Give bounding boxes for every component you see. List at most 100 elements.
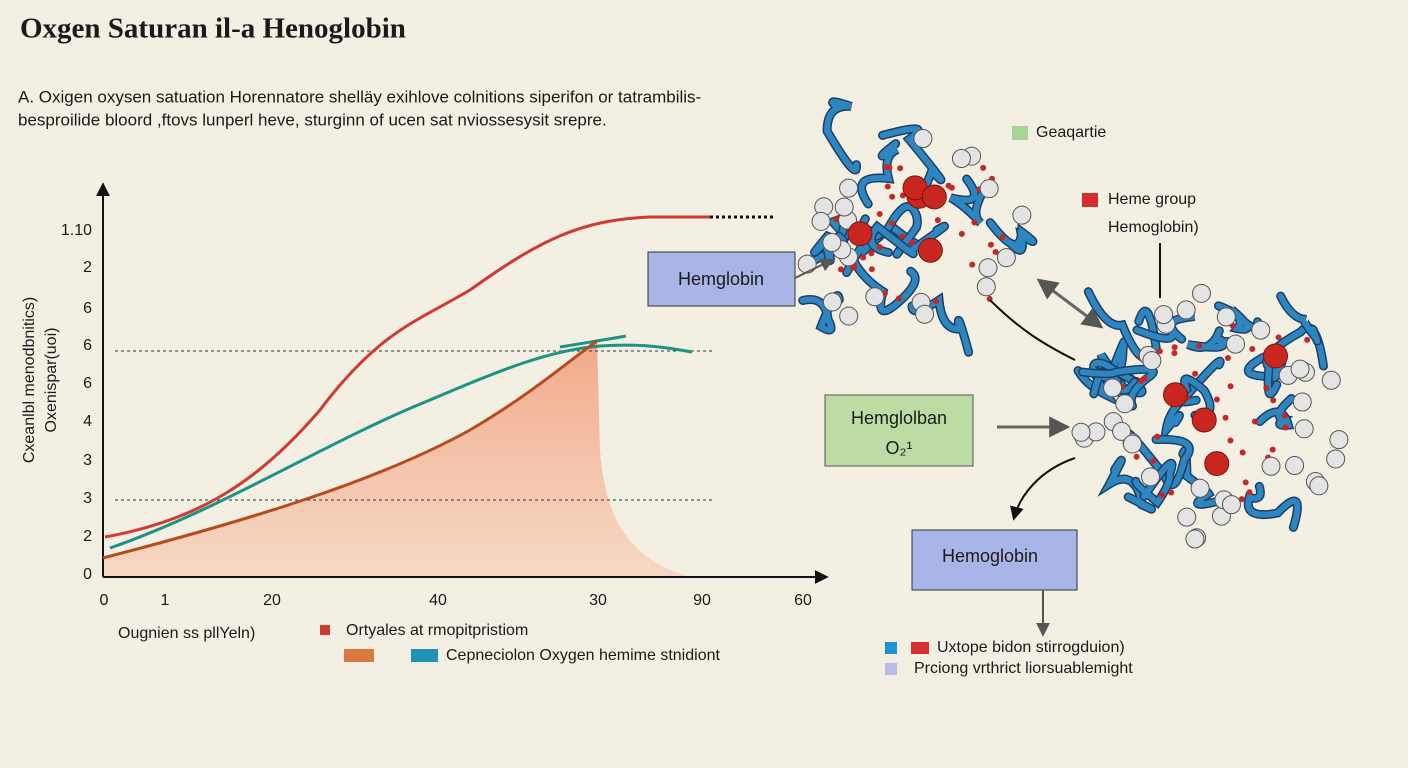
atom [797,254,817,274]
atom [811,211,831,231]
atom [1263,385,1270,392]
atom [1270,397,1277,404]
atom [1246,489,1253,496]
atom [1177,507,1197,527]
atom [980,164,987,171]
x-tick-label: 40 [429,592,447,609]
legend-swatch [344,649,374,662]
x-tick-label: 1 [161,592,170,609]
atom [1224,354,1231,361]
legend-swatch [411,649,438,662]
atom [1112,421,1132,441]
atom [876,211,883,218]
atom [1071,422,1091,442]
teal-curve [559,334,627,349]
atom [1221,495,1241,515]
atom [969,261,976,268]
atom [951,148,971,168]
atom [834,197,854,217]
protein-ribbon [850,258,919,314]
x-tick-label: 60 [794,592,812,609]
atom [839,178,859,198]
orange-curve [102,339,598,560]
atom [865,287,885,307]
atom [1142,351,1162,371]
protein-ribbon [1256,395,1295,429]
box-label: Hemglobin [678,269,764,289]
legend-swatch [1012,126,1028,140]
protein-ribbon [858,140,899,207]
atom [1239,449,1246,456]
atom [1150,457,1157,464]
atom [1238,496,1245,503]
atom [1285,455,1305,475]
legend-swatch [1082,193,1098,207]
atom [915,304,935,324]
atom [1171,350,1178,357]
atom [1012,205,1032,225]
description: besproilide bloord ,ftovs lunperl heve, … [18,110,607,129]
atom [822,233,842,253]
box-label: Hemoglobin [942,546,1038,566]
legend-label: Ortyales at rmopitpristiom [346,622,528,639]
atom [1122,434,1142,454]
protein-ribbon [1245,483,1301,531]
atom [1261,456,1281,476]
atom [996,248,1016,268]
x-tick-label: 90 [693,592,711,609]
atom [1290,359,1310,379]
y-tick-label: 6 [83,337,92,354]
legend-label: Cepneciolon Oxygen hemime stnidiont [446,647,720,664]
atom [1140,467,1160,487]
protein-ribbon [949,176,988,226]
atom [1321,370,1341,390]
atom [976,277,996,297]
atom [833,216,840,223]
atom [1133,453,1140,460]
atom [1196,342,1203,349]
legend-label: Hemoglobin) [1108,219,1199,236]
atom [837,266,844,273]
atom [1227,437,1234,444]
atom [1171,344,1178,351]
protein-ribbon [1186,327,1242,351]
atom [1275,334,1282,341]
atom [1190,478,1210,498]
y-tick-label: 2 [83,259,92,276]
protein-ribbon [1215,302,1261,333]
atom [1326,449,1346,469]
y-tick-label: 2 [83,528,92,545]
atom [884,183,891,190]
atom [1213,396,1220,403]
protein-ribbon [1161,358,1224,440]
atom [913,129,933,149]
atom [999,234,1006,241]
atom [1294,419,1314,439]
atom [1292,392,1312,412]
atom [992,248,999,255]
atom [899,233,906,240]
atom [958,230,965,237]
heme-atom [847,221,873,247]
legend-label: Geaqartie [1036,124,1106,141]
atom [1141,375,1148,382]
y-label: Oxenispar(uoi) [43,328,60,433]
atom [1156,348,1163,355]
atom [1251,418,1258,425]
atom [897,165,904,172]
atom [888,220,895,227]
protein-ribbon [1277,293,1321,345]
atom [1281,412,1288,419]
protein-ribbon [1101,457,1155,513]
atom [1269,446,1276,453]
y-tick-label: 3 [83,490,92,507]
connector [989,299,1076,361]
legend-label: Uxtope bidon stirrogduion) [937,639,1125,656]
heme-atom [917,237,943,263]
protein-ribbon [824,98,860,173]
atom [934,217,941,224]
description: A. Oxigen oxysen satuation Horennatore s… [18,87,701,106]
atom [909,239,916,246]
legend-label: Heme group [1108,191,1196,208]
